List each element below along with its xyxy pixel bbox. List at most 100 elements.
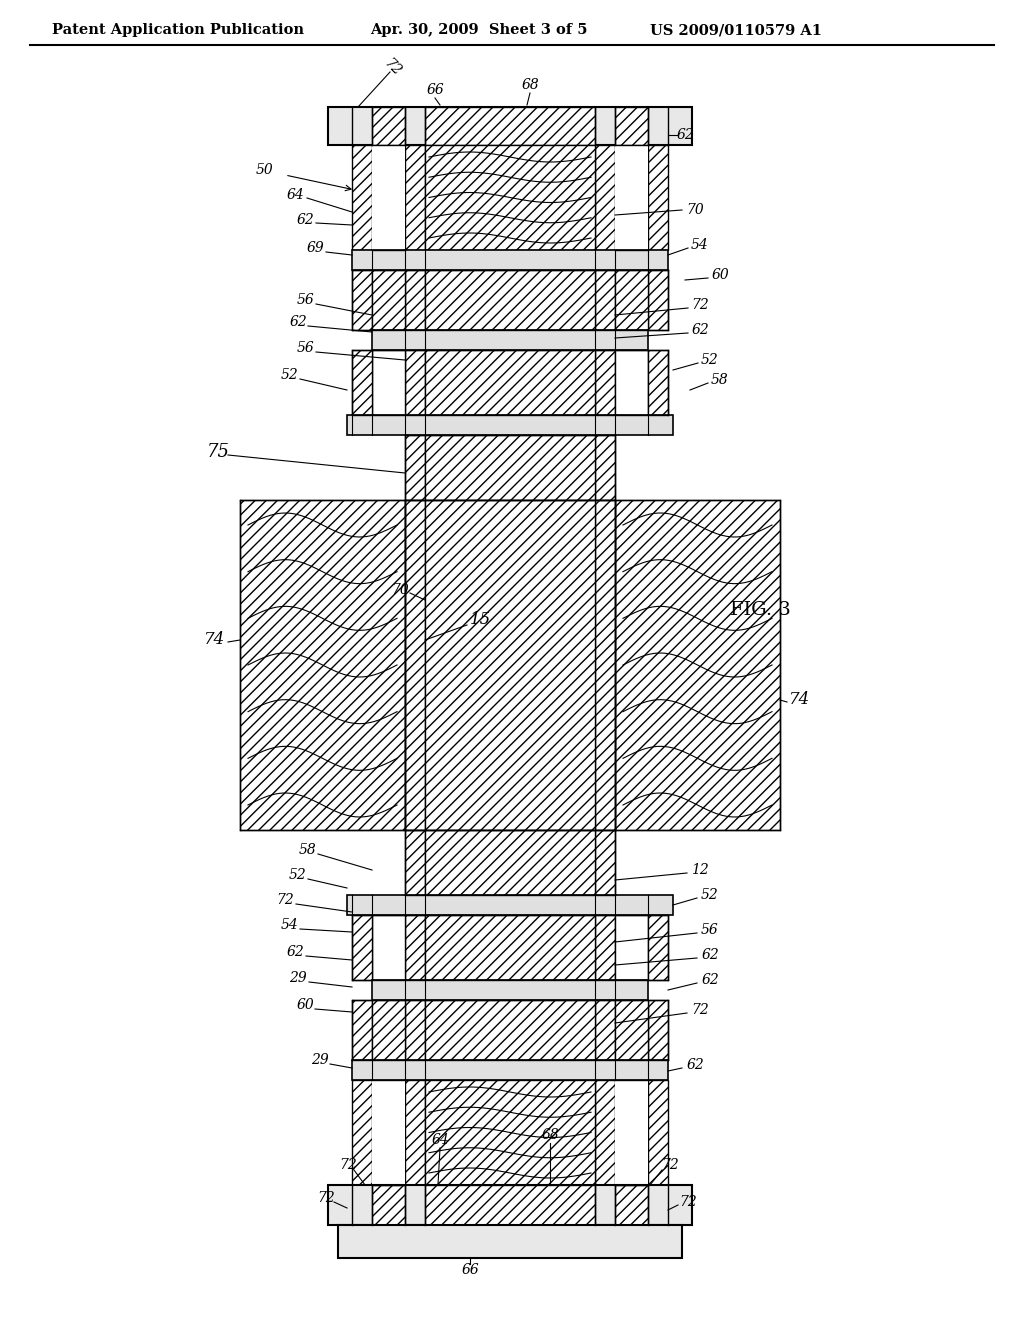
Bar [347, 414, 673, 436]
Bar [595, 915, 615, 979]
Text: 52: 52 [282, 368, 299, 381]
Bar [425, 1080, 595, 1185]
Text: 72: 72 [339, 1158, 357, 1172]
Bar [372, 145, 406, 249]
Bar [595, 350, 615, 414]
Text: 72: 72 [276, 894, 294, 907]
Text: 72: 72 [662, 1158, 679, 1172]
Text: 50: 50 [256, 162, 273, 177]
Bar [615, 1001, 648, 1060]
Bar [352, 350, 372, 414]
Bar [406, 915, 425, 979]
Bar [425, 145, 595, 249]
Bar [372, 979, 648, 1001]
Text: 56: 56 [701, 923, 719, 937]
Bar [648, 1001, 668, 1060]
Bar [406, 350, 425, 414]
Bar [352, 271, 372, 330]
Bar [425, 1185, 595, 1225]
Text: 62: 62 [701, 973, 719, 987]
Text: 60: 60 [296, 998, 314, 1012]
Bar [425, 830, 595, 895]
Bar [648, 145, 668, 249]
Text: 52: 52 [701, 888, 719, 902]
Text: 62: 62 [691, 323, 709, 337]
Text: US 2009/0110579 A1: US 2009/0110579 A1 [650, 22, 822, 37]
Text: 54: 54 [691, 238, 709, 252]
Text: 62: 62 [286, 945, 304, 960]
Bar [615, 500, 780, 830]
Bar [615, 1185, 648, 1225]
Text: 74: 74 [205, 631, 225, 648]
Bar [595, 436, 615, 500]
Text: 70: 70 [391, 583, 409, 597]
Bar [615, 107, 648, 145]
Text: 58: 58 [711, 374, 729, 387]
Bar [406, 145, 425, 249]
Bar [328, 1185, 692, 1225]
Text: 75: 75 [207, 444, 229, 461]
Bar [338, 1225, 682, 1258]
Text: 52: 52 [289, 869, 307, 882]
Text: 66: 66 [426, 83, 443, 96]
Text: 70: 70 [686, 203, 703, 216]
Bar [406, 436, 425, 500]
Text: 56: 56 [297, 293, 314, 308]
Bar [615, 1080, 648, 1185]
Bar [595, 500, 615, 830]
Text: 29: 29 [289, 972, 307, 985]
Text: 72: 72 [691, 298, 709, 312]
Bar [372, 1080, 406, 1185]
Text: 62: 62 [676, 128, 694, 143]
Text: 29: 29 [311, 1053, 329, 1067]
Text: 62: 62 [296, 213, 314, 227]
Text: 69: 69 [306, 242, 324, 255]
Bar [406, 830, 425, 895]
Bar [372, 271, 406, 330]
Bar [425, 271, 595, 330]
Bar [648, 271, 668, 330]
Bar [425, 107, 595, 145]
Text: 74: 74 [790, 692, 811, 709]
Text: 15: 15 [469, 611, 490, 628]
Bar [615, 350, 648, 414]
Text: 66: 66 [461, 1263, 479, 1276]
Bar [425, 500, 595, 830]
Text: 62: 62 [701, 948, 719, 962]
Bar [347, 895, 673, 915]
Bar [595, 145, 615, 249]
Text: 72: 72 [679, 1195, 697, 1209]
Bar [648, 350, 668, 414]
Bar [372, 330, 648, 350]
Text: 60: 60 [711, 268, 729, 282]
Text: 62: 62 [686, 1059, 703, 1072]
Text: 58: 58 [299, 843, 316, 857]
Bar [372, 915, 406, 979]
Bar [425, 350, 595, 414]
Bar [372, 1001, 406, 1060]
Bar [352, 1080, 372, 1185]
Text: 54: 54 [282, 917, 299, 932]
Bar [240, 500, 406, 830]
Bar [372, 350, 406, 414]
Text: 64: 64 [286, 187, 304, 202]
Bar [615, 915, 648, 979]
Bar [648, 915, 668, 979]
Text: 64: 64 [431, 1133, 449, 1147]
Bar [372, 1185, 406, 1225]
Text: 68: 68 [541, 1129, 559, 1142]
Bar [352, 1060, 668, 1080]
Bar [615, 271, 648, 330]
Bar [328, 107, 692, 145]
Bar [425, 915, 595, 979]
Text: 12: 12 [691, 863, 709, 876]
Text: Apr. 30, 2009  Sheet 3 of 5: Apr. 30, 2009 Sheet 3 of 5 [370, 22, 588, 37]
Bar [595, 1080, 615, 1185]
Text: 56: 56 [297, 341, 314, 355]
Bar [352, 249, 668, 271]
Bar [406, 1080, 425, 1185]
Bar [595, 830, 615, 895]
Bar [352, 145, 372, 249]
Bar [372, 107, 406, 145]
Bar [406, 1001, 425, 1060]
